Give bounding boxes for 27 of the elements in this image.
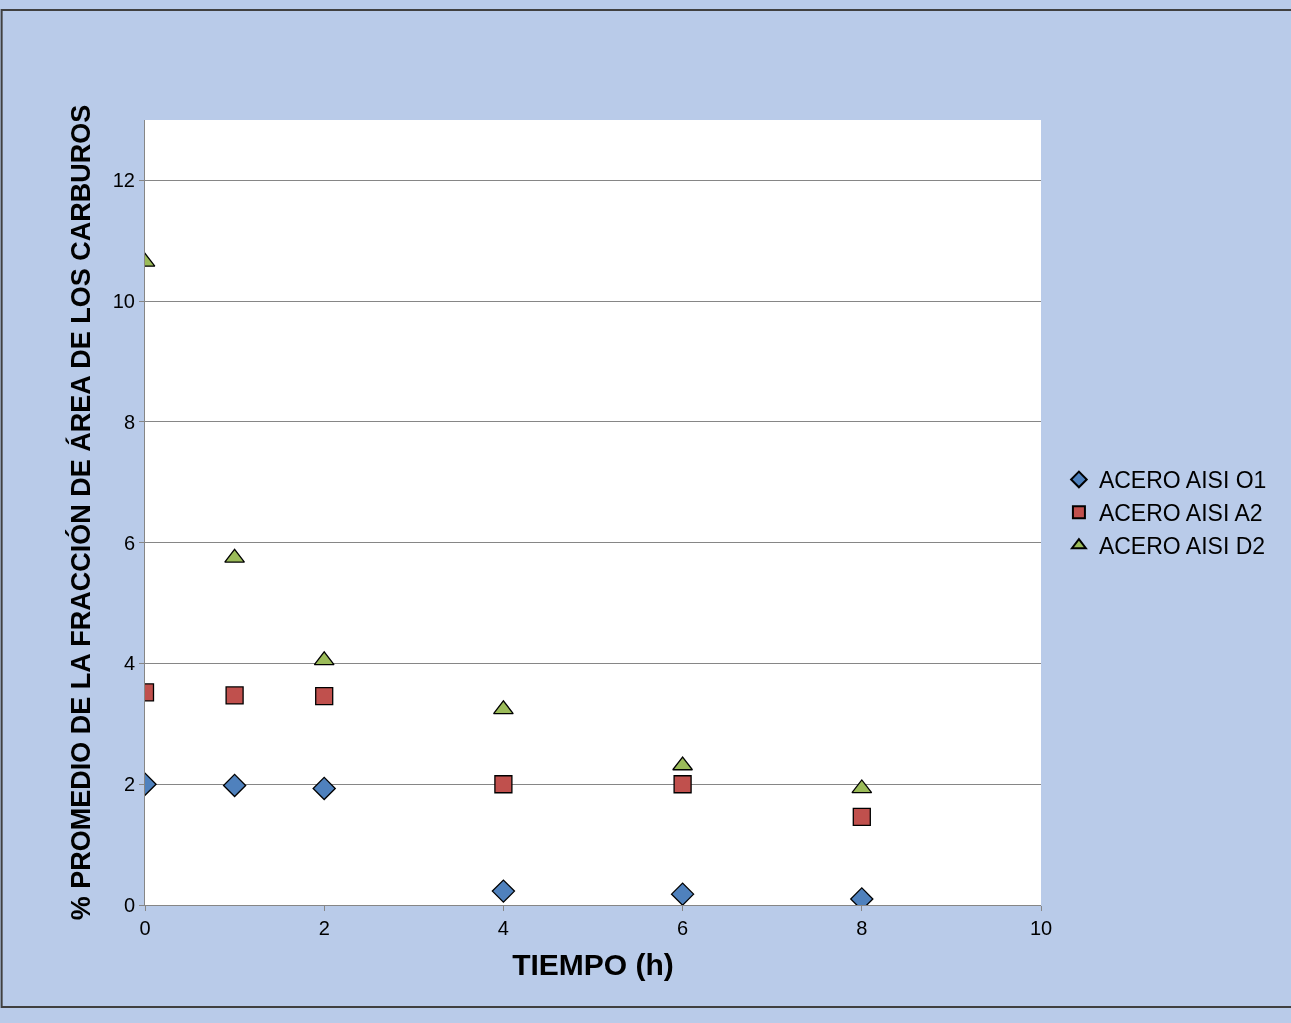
point (670, 882, 695, 905)
point (315, 686, 334, 706)
point (312, 776, 336, 801)
point (491, 879, 516, 903)
legend-label: ACERO AISI A2 (1098, 500, 1263, 527)
y-tick-label: 6 (123, 531, 135, 554)
point (494, 775, 513, 794)
y-axis-title: % PROMEDIO DE LA FRACCIÓN DE ÁREA DE LOS CARBUROS (64, 104, 96, 921)
legend-label: ACERO AISI D2 (1098, 533, 1266, 560)
y-tick-label: 8 (123, 410, 135, 433)
y-tick-label: 2 (123, 773, 135, 796)
x-tick-label: 4 (497, 917, 509, 939)
x-tick-label: 8 (856, 917, 868, 939)
point (673, 775, 692, 794)
y-tick-label: 4 (123, 652, 135, 675)
y-tick-label: 12 (112, 169, 135, 192)
point (852, 807, 871, 826)
y-tick-label: 0 (123, 894, 135, 916)
point (222, 773, 247, 798)
x-axis-title: TIEMPO (h) (512, 947, 674, 981)
y-tick-label: 10 (112, 290, 135, 313)
point (225, 686, 244, 705)
x-tick-label: 6 (677, 917, 689, 939)
x-tick-label: 0 (139, 917, 151, 939)
legend-label: ACERO AISI O1 (1098, 467, 1267, 494)
x-tick-label: 2 (318, 917, 330, 939)
x-tick-label: 10 (1029, 917, 1053, 939)
